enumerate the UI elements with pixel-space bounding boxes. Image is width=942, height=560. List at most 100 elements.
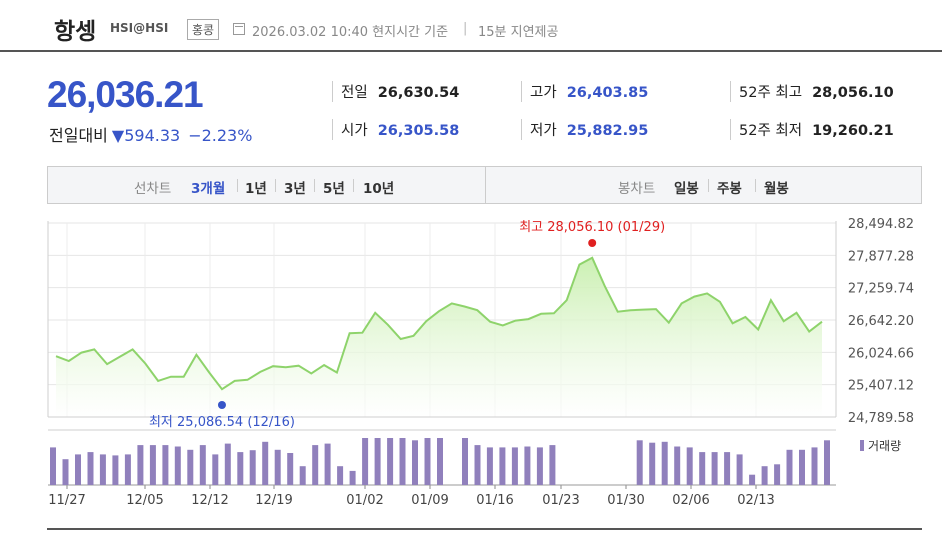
volume-bar xyxy=(437,438,443,485)
high-marker xyxy=(588,239,597,247)
volume-bar xyxy=(761,466,768,485)
stat-value: 19,260.21 xyxy=(812,123,894,139)
x-tick-label: 12/19 xyxy=(255,493,292,508)
volume-bar xyxy=(62,459,69,486)
stat-value: 26,403.85 xyxy=(566,85,649,101)
volume-bar xyxy=(149,445,156,485)
volume-bar xyxy=(212,454,219,485)
price-area xyxy=(56,257,822,417)
volume-bar xyxy=(112,455,119,485)
market-badge: 홍콩 xyxy=(187,19,220,40)
low-annotation: 최저 25,086.54 (12/16) xyxy=(149,415,295,430)
x-tick-label: 01/23 xyxy=(542,493,579,508)
volume-bar xyxy=(262,441,269,485)
stat-52w-low: 52주 최저 19,260.21 xyxy=(730,119,894,140)
volume-bar xyxy=(287,453,294,485)
volume-bar xyxy=(174,446,181,485)
tab-10years[interactable]: 10년 xyxy=(363,181,395,197)
calendar-icon xyxy=(233,23,245,35)
volume-legend-swatch xyxy=(860,440,864,451)
stat-value: 28,056.10 xyxy=(812,85,894,101)
volume-bar xyxy=(711,452,718,485)
volume-bar xyxy=(686,447,693,485)
volume-bar xyxy=(774,464,781,485)
current-price: 26,036.21 xyxy=(47,74,204,115)
stat-label: 52주 최저 xyxy=(739,123,803,139)
delay-notice: 15분 지연제공 xyxy=(478,25,559,40)
tabs-divider xyxy=(485,167,486,204)
volume-bar xyxy=(99,454,106,485)
volume-bar xyxy=(87,452,94,485)
change-row: 전일대비 ▼594.33 −2.23% xyxy=(49,122,252,146)
volume-bar xyxy=(312,445,319,485)
x-tick-label: 01/09 xyxy=(411,493,448,508)
volume-bar xyxy=(636,440,643,485)
tab-monthly[interactable]: 월봉 xyxy=(764,181,789,197)
volume-bar xyxy=(50,447,56,485)
stat-label: 전일 xyxy=(341,85,368,101)
stat-low: 저가 25,882.95 xyxy=(521,119,648,140)
y-tick-label: 24,789.58 xyxy=(848,411,914,426)
volume-bar xyxy=(749,474,756,485)
volume-bar xyxy=(524,446,531,485)
tab-daily[interactable]: 일봉 xyxy=(674,181,699,197)
volume-bar xyxy=(199,445,206,485)
chart-period-tabs: 선차트 3개월 1년 3년 5년 10년 봉차트 일봉 주봉 월봉 xyxy=(47,166,922,204)
volume-bar xyxy=(187,449,194,486)
volume-bar xyxy=(811,447,818,485)
tab-weekly[interactable]: 주봉 xyxy=(717,181,742,197)
stat-value: 25,882.95 xyxy=(566,123,649,139)
tab-5years[interactable]: 5년 xyxy=(323,181,345,197)
tab-divider xyxy=(237,179,238,192)
index-name: 항셍 xyxy=(54,19,97,45)
y-tick-label: 28,494.82 xyxy=(848,217,914,232)
volume-bar xyxy=(824,440,830,485)
high-annotation: 최고 28,056.10 (01/29) xyxy=(519,220,665,235)
stat-label: 52주 최고 xyxy=(739,85,803,101)
volume-bar xyxy=(474,445,481,485)
volume-bar xyxy=(424,438,431,485)
stat-label: 시가 xyxy=(341,123,368,139)
candle-chart-label: 봉차트 xyxy=(618,181,656,197)
low-marker xyxy=(217,401,226,409)
x-tick-label: 02/06 xyxy=(672,493,709,508)
volume-bar xyxy=(324,443,331,485)
header-separator: | xyxy=(463,21,468,36)
volume-bar xyxy=(462,438,468,485)
price-chart: 28,494.82 27,877.28 27,259.74 26,642.20 26,0… xyxy=(47,217,914,508)
stat-open: 시가 26,305.58 xyxy=(332,119,459,140)
volume-bar xyxy=(249,450,256,485)
volume-bar xyxy=(162,445,169,485)
down-arrow-icon: ▼ xyxy=(111,126,125,145)
volume-bar xyxy=(387,438,394,485)
stat-prev-close: 전일 26,630.54 xyxy=(332,81,459,102)
tab-1year[interactable]: 1년 xyxy=(245,181,267,197)
y-tick-label: 27,259.74 xyxy=(848,282,914,297)
volume-bar xyxy=(799,449,805,486)
bottom-rule xyxy=(47,528,922,530)
volume-bar xyxy=(486,447,493,485)
volume-bar xyxy=(337,466,344,485)
stat-value: 26,305.58 xyxy=(377,123,460,139)
stat-label: 저가 xyxy=(530,123,557,139)
x-tick-label: 12/05 xyxy=(126,493,163,508)
volume-bar xyxy=(362,438,369,485)
stat-value: 26,630.54 xyxy=(377,85,460,101)
volume-bar xyxy=(75,454,81,485)
volume-bar xyxy=(736,454,743,485)
volume-bar xyxy=(549,445,556,485)
stat-high: 고가 26,403.85 xyxy=(521,81,648,102)
x-tick-label: 01/30 xyxy=(607,493,644,508)
y-tick-label: 25,407.12 xyxy=(848,379,914,394)
volume-bar xyxy=(399,438,406,485)
y-tick-label: 27,877.28 xyxy=(848,249,914,264)
x-tick-label: 01/02 xyxy=(346,493,383,508)
tab-3months[interactable]: 3개월 xyxy=(191,181,226,197)
stock-header: 항셍 HSI@HSI 홍콩 2026.03.02 10:40 현지시간 기준 |… xyxy=(0,0,942,52)
x-tick-label: 11/27 xyxy=(48,493,85,508)
volume-bar xyxy=(224,443,231,485)
volume-bar xyxy=(649,442,656,485)
tab-3years[interactable]: 3년 xyxy=(284,181,306,197)
volume-bar xyxy=(274,449,281,486)
datetime-text: 2026.03.02 10:40 현지시간 기준 xyxy=(252,25,449,40)
